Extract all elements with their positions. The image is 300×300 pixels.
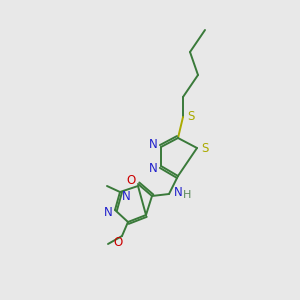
Text: N: N xyxy=(174,185,182,199)
Text: N: N xyxy=(148,139,158,152)
Text: N: N xyxy=(103,206,112,220)
Text: N: N xyxy=(122,190,130,202)
Text: H: H xyxy=(183,190,191,200)
Text: N: N xyxy=(148,161,158,175)
Text: S: S xyxy=(201,142,209,154)
Text: O: O xyxy=(126,175,136,188)
Text: O: O xyxy=(113,236,123,248)
Text: S: S xyxy=(187,110,195,124)
